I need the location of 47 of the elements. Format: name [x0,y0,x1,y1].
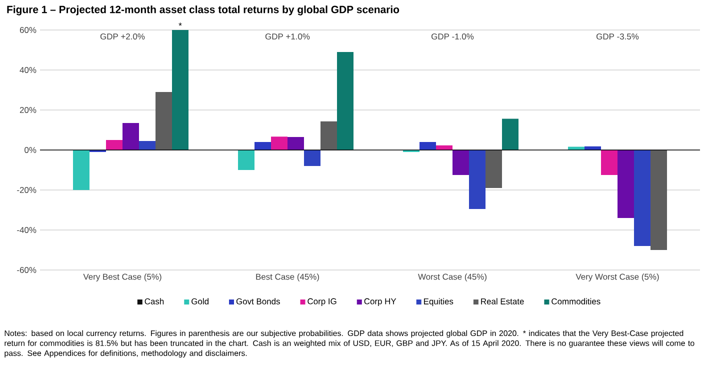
bar [122,123,139,150]
legend-label: Commodities [552,298,600,304]
legend-label: Govt Bonds [236,298,280,304]
bar [469,150,486,209]
bar [106,140,122,150]
y-tick-label: 40% [20,67,36,73]
bar [304,150,320,166]
x-tick-label: Worst Case (45%) [418,274,486,282]
x-tick-label: Best Case (45%) [256,274,319,282]
y-tick-label: 0% [24,147,36,153]
bar [634,150,651,246]
y-tick-label: -60% [17,267,36,273]
text: * [178,22,182,26]
bar [420,142,436,150]
bar [288,137,304,150]
annotation: GDP -1.0% [432,34,474,40]
bar [337,52,354,150]
bar [139,141,156,150]
bar [271,136,288,150]
y-tick-label: 60% [20,27,36,33]
bar [486,150,502,188]
x-tick-label: Very Worst Case (5%) [576,274,659,282]
bar [452,150,469,175]
bar [618,150,634,218]
y-tick-label: -40% [17,227,36,233]
bar [73,150,90,190]
bar [172,30,188,150]
bar [238,150,254,170]
legend-label: Corp HY [364,298,396,306]
legend-label: Equities [424,298,454,306]
bar [601,150,618,175]
annotation: GDP +2.0% [100,34,145,40]
bar [254,142,271,150]
legend-label: Real Estate [481,298,524,304]
annotation: GDP +1.0% [265,34,310,40]
legend-label: Corp IG [308,298,336,306]
legend-label: Cash [144,298,164,304]
y-tick-label: 20% [20,107,36,113]
bar [650,150,668,250]
bar [156,92,172,150]
legend-label: Gold [192,298,208,304]
chart-title: Figure 1 – Projected 12-month asset class total returns by global GDP scenario [7,6,400,16]
annotation: GDP -3.5% [596,34,639,40]
y-tick-label: -20% [17,187,36,193]
bar [320,121,337,150]
x-tick-label: Very Best Case (5%) [83,274,162,282]
bar [502,118,519,150]
